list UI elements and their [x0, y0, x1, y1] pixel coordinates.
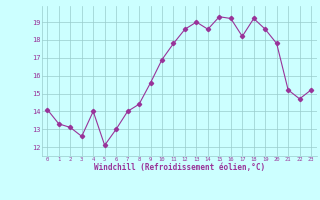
- X-axis label: Windchill (Refroidissement éolien,°C): Windchill (Refroidissement éolien,°C): [94, 163, 265, 172]
